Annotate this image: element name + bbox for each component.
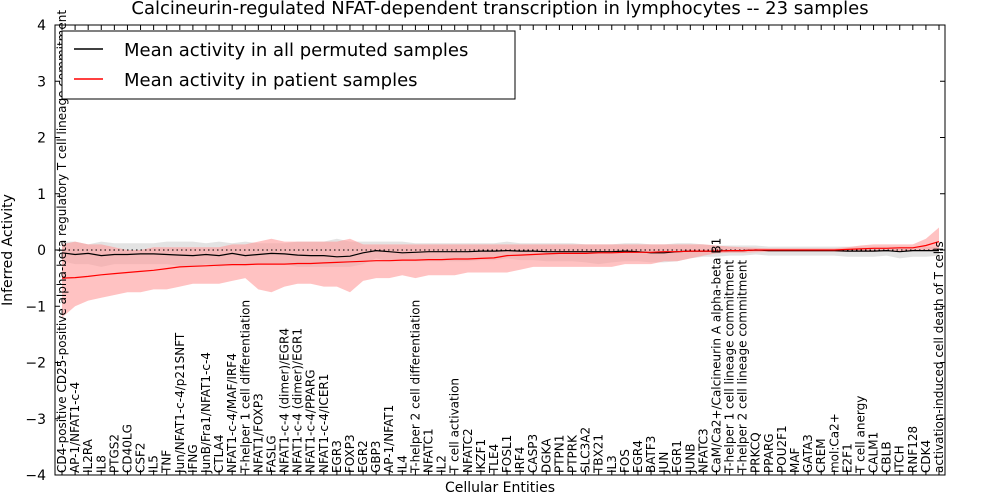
x-category-label: BATF3 (644, 436, 658, 473)
y-tick-label: 0 (37, 243, 46, 259)
x-category-label: T-helper 1 cell differentiation (238, 300, 252, 474)
x-category-label: activation-induced cell death of T cells (932, 241, 946, 473)
x-category-label: EGR2 (356, 440, 370, 473)
chart-title: Calcineurin-regulated NFAT-dependent tra… (131, 0, 868, 19)
x-category-label: CaM/Ca2+/Calcineurin A alpha-beta B1 (710, 238, 724, 473)
x-category-label: CTLA4 (212, 435, 226, 474)
band-patient (62, 227, 939, 318)
x-category-label: SLC3A2 (579, 427, 593, 473)
x-category-label: T cell activation (448, 378, 462, 474)
x-category-label: PRKCQ (749, 432, 763, 473)
x-category-label: CSF2 (134, 442, 148, 473)
x-category-label: DGKA (539, 438, 553, 473)
legend-label-permuted: Mean activity in all permuted samples (124, 40, 468, 61)
y-tick-label: 3 (37, 74, 46, 90)
x-category-label: NFATC2 (461, 428, 475, 473)
x-category-label: IL2RA (81, 438, 95, 473)
x-category-label: E2F1 (840, 443, 854, 473)
x-category-label: CD40LG (120, 424, 134, 473)
x-axis: CD4-positive CD25-positive alpha-beta re… (55, 10, 946, 475)
x-category-label: EGR1 (670, 440, 684, 473)
x-category-label: JUN (657, 452, 671, 474)
x-category-label: CD4-positive CD25-positive alpha-beta re… (55, 10, 69, 473)
y-tick-label: 1 (37, 187, 46, 203)
x-category-label: PTPN1 (552, 435, 566, 473)
legend-label-patient: Mean activity in patient samples (124, 70, 418, 91)
x-category-label: PTGS2 (107, 434, 121, 473)
x-category-label: AP-1/NFAT1-c-4 (68, 382, 82, 473)
x-category-label: NFAT1-c-4/PPARG (304, 369, 318, 473)
x-category-label: EGR3 (330, 440, 344, 473)
x-category-label: T-helper 2 cell differentiation (408, 300, 422, 474)
x-category-label: IRF4 (513, 447, 527, 473)
x-category-label: JUNB (683, 443, 697, 474)
x-category-label: IL8 (94, 455, 108, 473)
x-category-label: CASP3 (526, 434, 540, 473)
x-category-label: EGR4 (631, 440, 645, 473)
x-category-label: CALM1 (867, 432, 881, 473)
y-tick-label: −2 (25, 356, 46, 372)
y-tick-label: −3 (25, 412, 46, 428)
x-category-label: NFATC1 (422, 428, 436, 473)
x-category-label: T-helper 2 cell lineage commitment (736, 260, 750, 474)
x-category-label: POU2F1 (775, 425, 789, 473)
x-category-label: NFAT1-c-4 (dimer)/EGR1 (291, 328, 305, 473)
x-category-label: TNF (160, 450, 174, 474)
legend: Mean activity in all permuted samples Me… (61, 30, 516, 100)
x-category-label: Jun/NFAT1-c-4/p21SNFT (173, 332, 187, 474)
y-tick-label: 4 (37, 18, 46, 34)
x-category-label: IL4 (395, 455, 409, 473)
x-category-label: IL5 (147, 455, 161, 473)
legend-box (61, 30, 516, 100)
x-category-label: CREM (814, 438, 828, 473)
y-tick-label: −1 (25, 299, 46, 315)
x-category-label: IFNG (186, 444, 200, 473)
line-patient (61, 241, 940, 279)
x-axis-label: Cellular Entities (445, 480, 555, 496)
x-category-label: T cell anergy (854, 396, 868, 474)
y-tick-label: −4 (25, 468, 46, 484)
x-category-label: PTPRK (566, 434, 580, 473)
x-category-label: FASLG (264, 435, 278, 473)
x-category-label: IKZF1 (474, 439, 488, 473)
x-category-label: TLE4 (487, 444, 501, 474)
x-category-label: TBX21 (592, 434, 606, 474)
x-category-label: GATA3 (801, 434, 815, 473)
x-category-label: AP-1/NFAT1 (382, 405, 396, 473)
y-axis-label: Inferred Activity (0, 194, 16, 306)
x-category-label: T-helper 1 cell lineage commitment (723, 260, 737, 474)
x-category-label: NFATC3 (696, 428, 710, 473)
x-category-label: IL2 (435, 455, 449, 473)
x-category-label: MAF (788, 447, 802, 473)
x-category-label: CBLB (880, 441, 894, 473)
x-category-label: FOSL1 (500, 435, 514, 473)
x-category-label: IL3 (605, 455, 619, 473)
x-category-label: NFAT1-c-4/ICER1 (317, 374, 331, 473)
x-category-label: JunB/Fra1/NFAT1-c-4 (199, 352, 213, 474)
x-category-label: RNF128 (906, 426, 920, 473)
plot-area (55, 227, 945, 318)
x-category-label: CDK4 (919, 440, 933, 473)
y-tick-label: 2 (37, 131, 46, 147)
x-category-label: ITCH (893, 445, 907, 473)
x-category-label: GBP3 (369, 441, 383, 473)
x-category-label: FOXP3 (343, 434, 357, 473)
x-category-label: mol:Ca2+ (827, 413, 841, 473)
x-category-label: NFAT1-c-4 (dimer)/EGR4 (278, 328, 292, 473)
y-axis: 4 3 2 1 0 −1 −2 −3 −4 (25, 18, 945, 484)
x-category-label: PPARG (762, 433, 776, 473)
x-category-label: NFAT1/FOXP3 (251, 393, 265, 473)
x-category-label: NFAT1-c-4/MAF/IRF4 (225, 353, 239, 473)
x-category-label: FOS (618, 449, 632, 473)
